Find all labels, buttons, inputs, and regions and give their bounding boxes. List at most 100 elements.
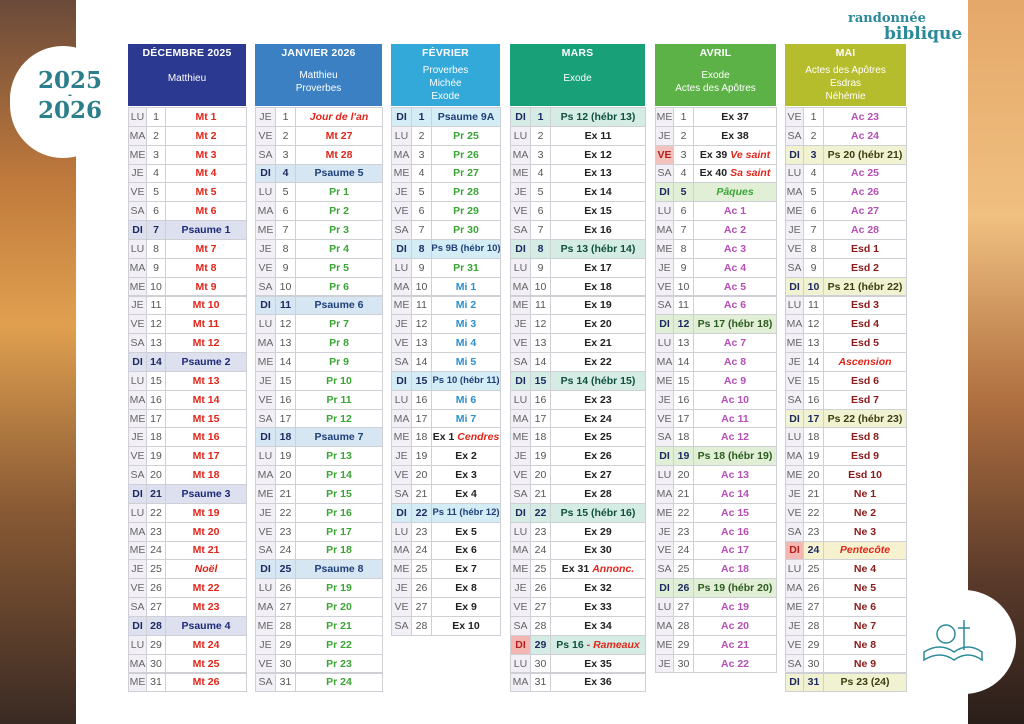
weekday: MA [510, 144, 531, 165]
reading-text: Esd 2 [850, 261, 879, 274]
reading: Ps 12 (hébr 13) [550, 107, 646, 127]
reading: Ac 19 [693, 597, 777, 617]
weekday: SA [510, 615, 531, 636]
day-number: 26 [673, 578, 694, 599]
weekday: VE [391, 201, 412, 222]
weekday: LU [128, 502, 147, 523]
weekday: SA [655, 295, 674, 316]
reading-text: Ex 4 [455, 487, 477, 500]
reading: Mt 22 [165, 578, 247, 599]
reading-note: - Rameaux [586, 638, 640, 651]
day-number: 19 [275, 446, 296, 467]
reading: Ac 26 [823, 182, 907, 203]
weekday: DI [391, 370, 412, 391]
weekday: SA [128, 201, 147, 222]
weekday: VE [655, 144, 674, 165]
subtitle-line: Exode [431, 91, 460, 102]
reading: Ac 5 [693, 276, 777, 297]
weekday: LU [510, 257, 531, 278]
reading: Ex 27 [550, 465, 646, 485]
reading-text: Ex 24 [584, 412, 612, 425]
day-number: 29 [673, 634, 694, 655]
day-number: 22 [146, 502, 166, 523]
reading-text: Ac 7 [723, 337, 747, 350]
weekday: DI [128, 484, 147, 504]
weekday: VE [391, 333, 412, 354]
day-number: 11 [673, 295, 694, 316]
reading-text: Mi 5 [455, 355, 477, 368]
weekday: LU [391, 389, 412, 410]
reading-text: Ex 16 [584, 224, 612, 237]
reading-text: Pr 20 [326, 601, 352, 614]
reading-text: Ac 20 [720, 619, 750, 632]
reading: Esd 2 [823, 257, 907, 278]
weekday: MA [255, 597, 276, 617]
reading-text: Esd 8 [850, 431, 879, 444]
day-number: 22 [411, 502, 432, 523]
weekday: ME [785, 465, 804, 485]
reading: Ex 40 Sa saint [693, 163, 777, 184]
reading-text: Mi 6 [455, 393, 477, 406]
reading-text: Ne 9 [853, 657, 877, 670]
day-number: 12 [673, 314, 694, 335]
weekday: DI [255, 295, 276, 316]
weekday: SA [391, 352, 412, 372]
reading-text: Esd 5 [850, 337, 879, 350]
reading-text: Pr 24 [326, 676, 352, 689]
reading-note: Ascension [838, 355, 892, 368]
day-number: 29 [146, 634, 166, 655]
weekday: JE [128, 559, 147, 580]
weekday: MA [128, 653, 147, 674]
day-number: 18 [146, 427, 166, 448]
reading-text: Ne 4 [853, 563, 877, 576]
day-number: 3 [803, 144, 824, 165]
day-number: 17 [673, 408, 694, 429]
reading-text: Pr 15 [326, 487, 352, 500]
reading-text: Mi 3 [455, 318, 477, 331]
day-number: 29 [275, 634, 296, 655]
reading: Pr 26 [431, 144, 501, 165]
day-number: 4 [530, 163, 551, 184]
month-header: AVRIL Exode Actes des Apôtres [655, 44, 776, 106]
reading: Ac 25 [823, 163, 907, 184]
reading-text: Ac 26 [850, 186, 880, 199]
day-number: 24 [411, 540, 432, 561]
reading: Ex 38 [693, 125, 777, 146]
reading: Ps 23 (24) [823, 672, 907, 693]
weekday: ME [255, 220, 276, 240]
day-number: 22 [803, 502, 824, 523]
reading: Ex 35 [550, 653, 646, 674]
day-number: 4 [146, 163, 166, 184]
reading: Ex 26 [550, 446, 646, 467]
weekday: SA [255, 144, 276, 165]
reading: Mt 27 [295, 125, 383, 146]
reading: Ex 5 [431, 521, 501, 542]
weekday: VE [785, 107, 804, 127]
reading-text: Mi 2 [455, 299, 477, 312]
day-number: 27 [275, 597, 296, 617]
weekday: ME [655, 634, 674, 655]
reading-text: Esd 1 [850, 242, 879, 255]
reading: Pr 4 [295, 238, 383, 259]
reading-text: Pr 3 [329, 224, 349, 237]
reading: Ex 23 [550, 389, 646, 410]
day-number: 13 [275, 333, 296, 354]
day-number: 9 [803, 257, 824, 278]
reading: Mt 3 [165, 144, 247, 165]
day-number: 8 [530, 238, 551, 259]
reading: Mt 25 [165, 653, 247, 674]
reading: Ac 22 [693, 653, 777, 674]
weekday: VE [128, 182, 147, 203]
day-number: 8 [803, 238, 824, 259]
reading-text: Ps 12 (hébr 13) [560, 110, 636, 123]
reading-text: Ac 14 [720, 487, 750, 500]
reading: Esd 8 [823, 427, 907, 448]
weekday: ME [391, 295, 412, 316]
day-number: 26 [275, 578, 296, 599]
reading-text: Ac 23 [850, 110, 880, 123]
reading-text: Mt 17 [192, 450, 220, 463]
reading: Pr 16 [295, 502, 383, 523]
weekday: LU [255, 314, 276, 335]
weekday: SA [655, 163, 674, 184]
day-number: 25 [803, 559, 824, 580]
